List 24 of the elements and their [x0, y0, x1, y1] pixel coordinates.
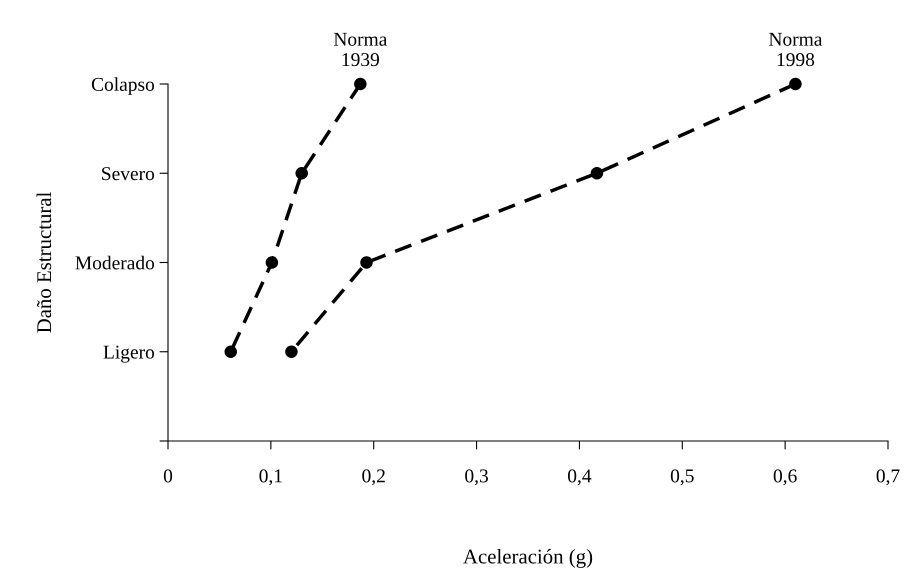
y-tick-label: Severo	[102, 167, 154, 180]
point	[590, 167, 604, 180]
x-tick-label: 0	[164, 469, 172, 482]
point	[266, 256, 278, 269]
x-tick-label: 0,2	[362, 469, 385, 486]
x-axis-title: Aceleración (g)	[463, 548, 592, 568]
x-tick-label: 0,5	[670, 469, 694, 486]
x-tick-label: 0,7	[876, 469, 900, 486]
x-tick-label: 0,1	[259, 469, 282, 486]
annotation: Norma 1939	[334, 32, 388, 66]
x-tick-label: 0,6	[774, 469, 797, 486]
point	[285, 346, 298, 358]
annotation: Norma 1998	[768, 32, 822, 66]
point	[789, 78, 802, 90]
point	[295, 167, 308, 180]
point	[360, 256, 373, 269]
y-tick-label: Colapso	[92, 77, 154, 95]
y-tick-label: Moderado	[75, 256, 154, 270]
x-tick-label: 0,3	[465, 469, 488, 486]
y-axis-title: Daño Estructural	[36, 192, 52, 333]
y-tick-label: Ligero	[104, 346, 154, 363]
point	[354, 78, 367, 90]
x-tick-label: 0,4	[568, 469, 592, 486]
point	[224, 346, 237, 358]
